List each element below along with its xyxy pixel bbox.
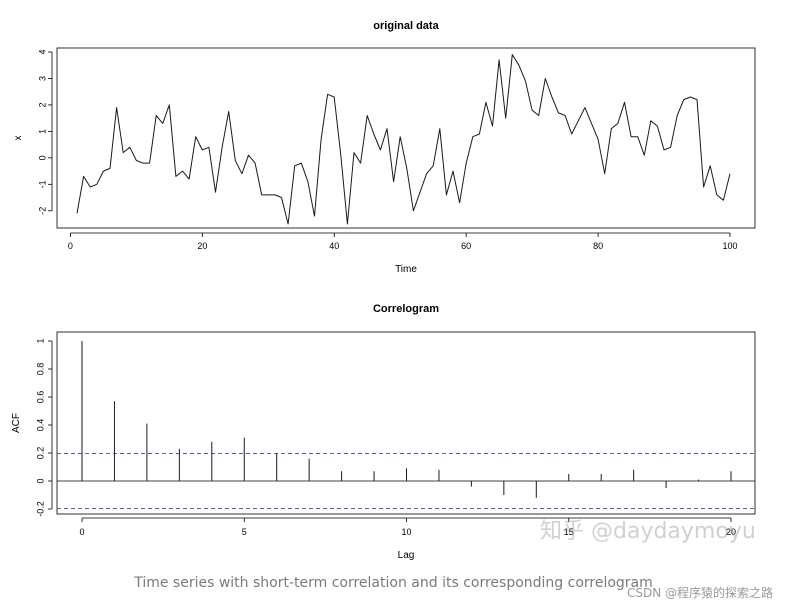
- top-y-tick-label: -1: [37, 180, 47, 188]
- top-plot-box: [56, 47, 756, 229]
- top-x-tick-label: 20: [197, 241, 207, 251]
- top-x-tick-label: 60: [461, 241, 471, 251]
- top-y-tick-label: 1: [37, 129, 47, 134]
- top-x-axis-label: Time: [395, 264, 417, 275]
- top-x-tick-label: 100: [722, 241, 737, 251]
- bottom-y-tick-label: 0: [35, 478, 45, 483]
- bottom-y-tick-label: 0.2: [35, 447, 45, 460]
- bottom-x-tick-label: 10: [401, 527, 411, 537]
- top-x-tick-label: 80: [593, 241, 603, 251]
- top-chart-title: original data: [373, 20, 439, 32]
- bottom-plot-layer: -0.200.20.40.60.810 5 10 15 20: [35, 338, 755, 537]
- bottom-y-tick-label: -0.2: [35, 501, 45, 517]
- bottom-y-axis-label: ACF: [11, 413, 22, 433]
- top-y-tick-label: -2: [37, 207, 47, 215]
- zhihu-watermark: 知乎 @daydaymoyu: [540, 519, 756, 544]
- top-y-axis-label: x: [13, 136, 24, 141]
- top-y-tick-label: 4: [37, 49, 47, 54]
- bottom-x-tick-label: 0: [79, 527, 84, 537]
- bottom-x-tick-label: 20: [726, 527, 736, 537]
- bottom-x-tick-label: 5: [242, 527, 247, 537]
- bottom-x-axis-label: Lag: [398, 550, 415, 561]
- top-x-tick-label: 0: [68, 241, 73, 251]
- top-y-tick-label: 2: [37, 102, 47, 107]
- bottom-plot-box: [56, 331, 756, 515]
- top-x-tick-label: 40: [329, 241, 339, 251]
- top-y-tick-label: 3: [37, 76, 47, 81]
- figure-caption: Time series with short-term correlation …: [134, 575, 653, 591]
- bottom-y-tick-label: 1: [35, 338, 45, 343]
- bottom-y-tick-label: 0.6: [35, 391, 45, 404]
- bottom-y-tick-label: 0.8: [35, 363, 45, 376]
- csdn-watermark: CSDN @程序猿的探索之路: [626, 586, 773, 600]
- bottom-chart-title: Correlogram: [373, 303, 439, 315]
- top-series-line: [76, 54, 731, 225]
- bottom-x-tick-label: 15: [564, 527, 574, 537]
- bottom-y-tick-label: 0.4: [35, 419, 45, 432]
- top-y-tick-label: 0: [37, 155, 47, 160]
